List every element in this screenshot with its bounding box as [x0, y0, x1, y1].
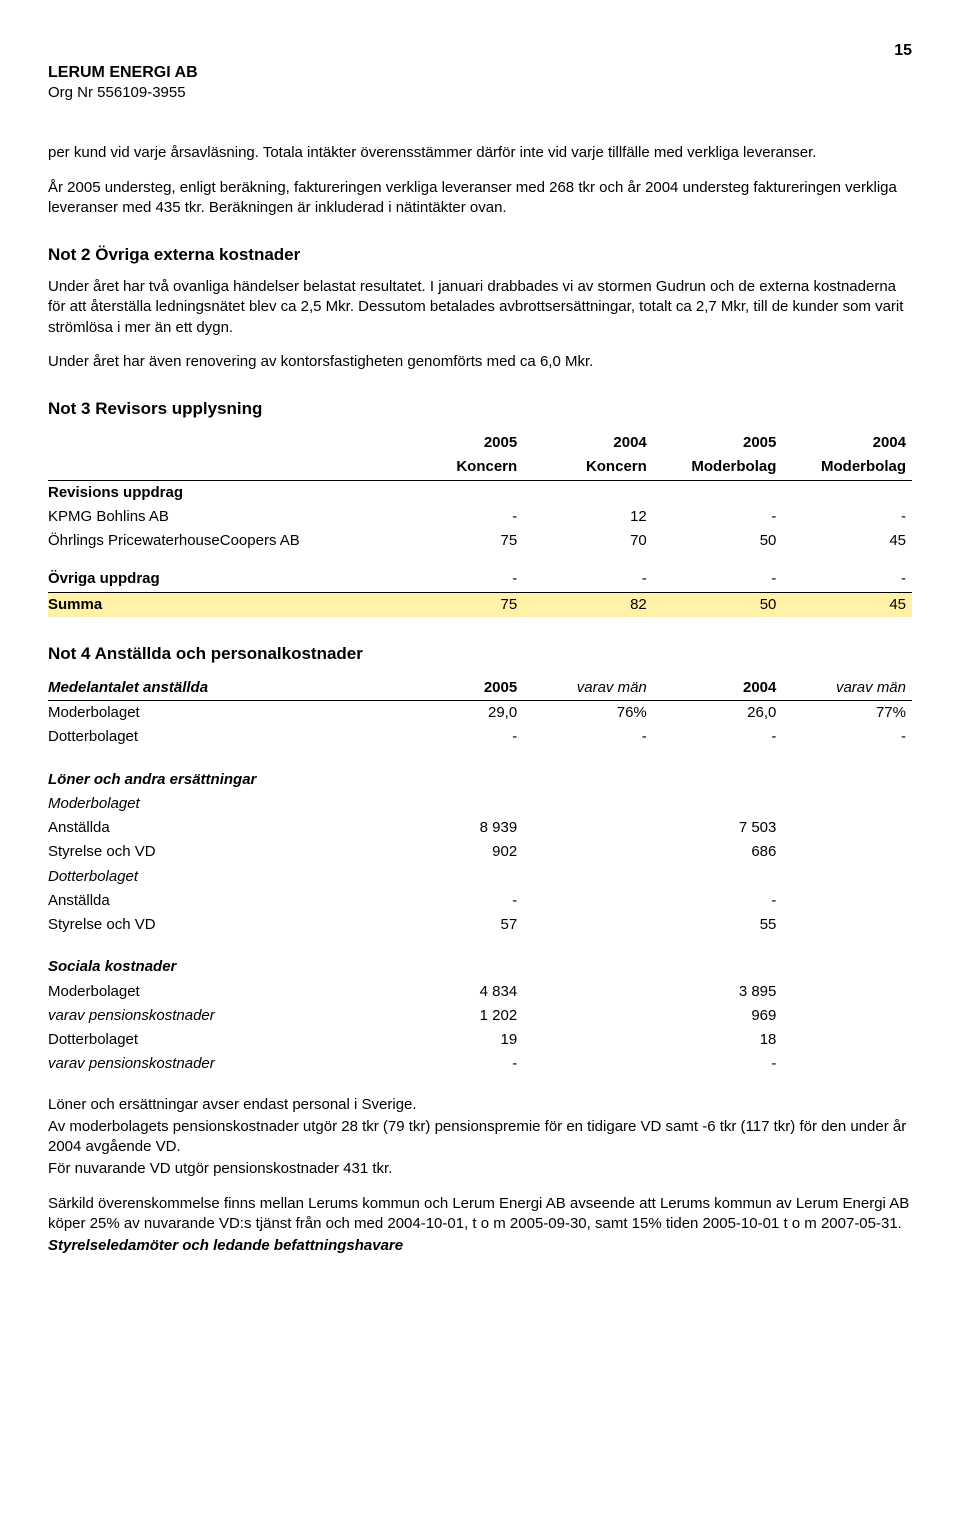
t1-r1-c3: 26,0 [653, 701, 783, 726]
t1-r1-c1: 29,0 [394, 701, 524, 726]
d-anst-v2: - [653, 889, 783, 913]
not3-head-y2: 2004 [523, 431, 653, 455]
loner-title: Löner och andra ersättningar [48, 768, 394, 792]
t1-head-4: varav män [782, 676, 912, 701]
kpmg-label: KPMG Bohlins AB [48, 505, 394, 529]
kpmg-c4: - [782, 505, 912, 529]
t1-head-2: varav män [523, 676, 653, 701]
not3-sub4: Moderbolag [782, 455, 912, 480]
ovriga-c4: - [782, 567, 912, 592]
not3-sub2: Koncern [523, 455, 653, 480]
pwc-c2: 70 [523, 529, 653, 553]
pens-m-v2: 969 [653, 1004, 783, 1028]
t1-head-1: 2005 [394, 676, 524, 701]
soc-m-label: Moderbolaget [48, 980, 394, 1004]
pwc-c4: 45 [782, 529, 912, 553]
t1-r2-label: Dotterbolaget [48, 725, 394, 749]
pens-d-label: varav pensionskostnader [48, 1052, 394, 1076]
not2-paragraph-1: Under året har två ovanliga händelser be… [48, 277, 912, 338]
company-name: LERUM ENERGI AB [48, 62, 912, 84]
styr-v1: 902 [394, 840, 524, 864]
page-number: 15 [48, 40, 912, 62]
soc-d-v2: 18 [653, 1028, 783, 1052]
ovriga-c1: - [394, 567, 524, 592]
d-anst-v1: - [394, 889, 524, 913]
summa-label: Summa [48, 592, 394, 617]
pens-d-v1: - [394, 1052, 524, 1076]
not2-title: Not 2 Övriga externa kostnader [48, 244, 912, 267]
not3-head-y3: 2005 [653, 431, 783, 455]
footer-p1: Löner och ersättningar avser endast pers… [48, 1095, 912, 1115]
t1-r1-c4: 77% [782, 701, 912, 726]
t1-r2-c4: - [782, 725, 912, 749]
styr-label: Styrelse och VD [48, 840, 394, 864]
kpmg-c1: - [394, 505, 524, 529]
moder-label: Moderbolaget [48, 792, 394, 816]
ovriga-c2: - [523, 567, 653, 592]
soc-d-label: Dotterbolaget [48, 1028, 394, 1052]
revisions-uppdrag-label: Revisions uppdrag [48, 480, 394, 505]
soc-title: Sociala kostnader [48, 955, 394, 979]
t1-r2-c1: - [394, 725, 524, 749]
d-styr-v1: 57 [394, 913, 524, 937]
intro-paragraph-1: per kund vid varje årsavläsning. Totala … [48, 143, 912, 163]
footer-p4: Särkild överenskommelse finns mellan Ler… [48, 1194, 912, 1235]
not3-title: Not 3 Revisors upplysning [48, 398, 912, 421]
ovriga-c3: - [653, 567, 783, 592]
summa-c1: 75 [394, 592, 524, 617]
not2-paragraph-2: Under året har även renovering av kontor… [48, 352, 912, 372]
pens-m-label: varav pensionskostnader [48, 1004, 394, 1028]
footer-p3: För nuvarande VD utgör pensionskostnader… [48, 1159, 912, 1179]
pwc-label: Öhrlings PricewaterhouseCoopers AB [48, 529, 394, 553]
dotter-label: Dotterbolaget [48, 865, 394, 889]
summa-c4: 45 [782, 592, 912, 617]
styr-v2: 686 [653, 840, 783, 864]
pwc-c1: 75 [394, 529, 524, 553]
t1-head-label: Medelantalet anställda [48, 676, 394, 701]
pens-d-v2: - [653, 1052, 783, 1076]
not4-table-3: Sociala kostnader Moderbolaget 4 834 3 8… [48, 955, 912, 1076]
t1-head-3: 2004 [653, 676, 783, 701]
t1-r1-label: Moderbolaget [48, 701, 394, 726]
not3-sub3: Moderbolag [653, 455, 783, 480]
pens-m-v1: 1 202 [394, 1004, 524, 1028]
not3-head-y1: 2005 [394, 431, 524, 455]
d-styr-v2: 55 [653, 913, 783, 937]
kpmg-c2: 12 [523, 505, 653, 529]
t1-r2-c3: - [653, 725, 783, 749]
anst-label: Anställda [48, 816, 394, 840]
d-anst-label: Anställda [48, 889, 394, 913]
pwc-c3: 50 [653, 529, 783, 553]
not4-table-2: Löner och andra ersättningar Moderbolage… [48, 768, 912, 938]
t1-r2-c2: - [523, 725, 653, 749]
soc-d-v1: 19 [394, 1028, 524, 1052]
not3-sub1: Koncern [394, 455, 524, 480]
not4-title: Not 4 Anställda och personalkostnader [48, 643, 912, 666]
soc-m-v2: 3 895 [653, 980, 783, 1004]
not3-table: 2005 2004 2005 2004 Koncern Koncern Mode… [48, 431, 912, 617]
footer-p2: Av moderbolagets pensionskostnader utgör… [48, 1117, 912, 1158]
not3-head-y4: 2004 [782, 431, 912, 455]
anst-v1: 8 939 [394, 816, 524, 840]
summa-c3: 50 [653, 592, 783, 617]
org-number: Org Nr 556109-3955 [48, 83, 912, 103]
footer-p5: Styrelseledamöter och ledande befattning… [48, 1236, 912, 1256]
not4-table-1: Medelantalet anställda 2005 varav män 20… [48, 676, 912, 750]
soc-m-v1: 4 834 [394, 980, 524, 1004]
d-styr-label: Styrelse och VD [48, 913, 394, 937]
t1-r1-c2: 76% [523, 701, 653, 726]
kpmg-c3: - [653, 505, 783, 529]
ovriga-label: Övriga uppdrag [48, 567, 394, 592]
intro-paragraph-2: År 2005 understeg, enligt beräkning, fak… [48, 178, 912, 219]
summa-c2: 82 [523, 592, 653, 617]
anst-v2: 7 503 [653, 816, 783, 840]
